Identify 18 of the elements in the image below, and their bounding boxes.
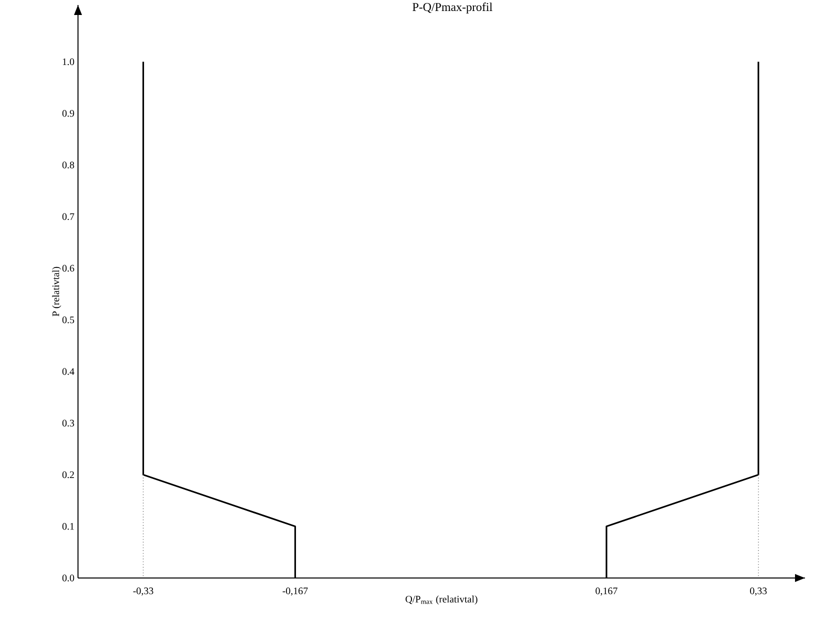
y-tick-label: 0.8 xyxy=(62,162,74,168)
y-tick-label: 1.0 xyxy=(62,58,74,66)
y-axis-title: P (relativtal) xyxy=(52,266,62,316)
x-tick-label: 0,167 xyxy=(596,588,618,596)
y-tick-label: 0.0 xyxy=(62,574,74,582)
y-tick-label: 0.1 xyxy=(62,522,74,530)
y-tick-label: 0.6 xyxy=(62,264,74,272)
y-tick-label: 0.4 xyxy=(62,368,74,375)
x-tick-label: -0,33 xyxy=(133,588,154,596)
x-axis-title: Q/P$_{max}$ (relativtal) xyxy=(406,596,478,605)
y-tick-label: 0.3 xyxy=(62,420,74,427)
x-tick-label: 0,33 xyxy=(750,588,767,596)
y-tick-label: 0.2 xyxy=(62,471,74,478)
chart-title: P-Q/Pmax-profil xyxy=(412,2,492,14)
y-tick-label: 0.9 xyxy=(62,110,74,117)
y-tick-label: 0.5 xyxy=(62,316,74,324)
y-tick-label: 0.7 xyxy=(62,213,74,220)
x-tick-label: -0,167 xyxy=(282,588,308,596)
